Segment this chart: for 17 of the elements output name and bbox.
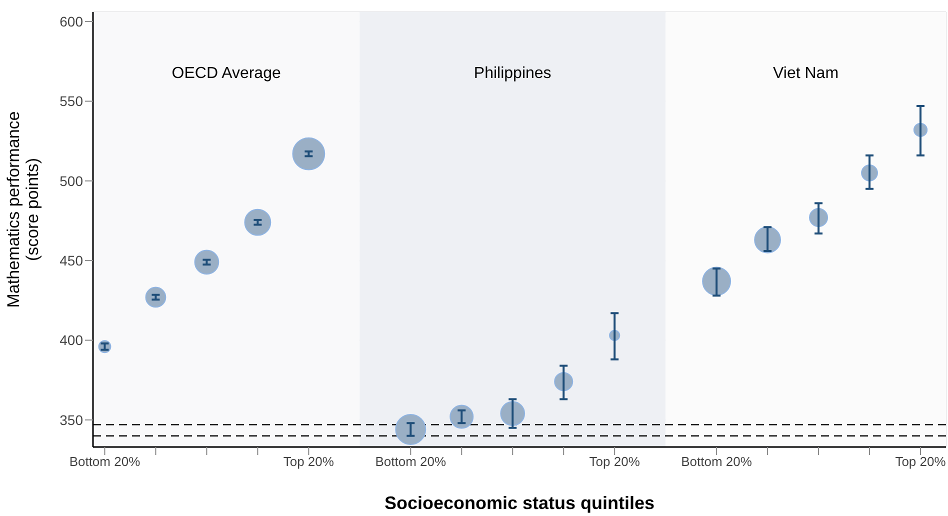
x-tick-label: Top 20% [283, 454, 334, 470]
y-tick-label: 350 [60, 412, 84, 428]
x-tick-label: Top 20% [895, 454, 946, 470]
y-axis-title: Mathematics performance (score points) [4, 111, 42, 308]
x-tick-label: Bottom 20% [69, 454, 141, 470]
annotation: OECD Average [172, 65, 281, 82]
x-tick-label: Bottom 20% [375, 454, 446, 470]
x-tick-label: Top 20% [589, 454, 640, 470]
x-tick-label: Bottom 20% [681, 454, 752, 470]
annotation: Viet Nam [773, 65, 839, 82]
annotation: Philippines [474, 65, 552, 82]
y-tick-label: 400 [60, 332, 84, 348]
x-axis-title: Socioeconomic status quintiles [384, 493, 655, 513]
y-tick-label: 450 [60, 252, 84, 269]
y-tick-label: 600 [60, 14, 84, 30]
y-tick-label: 500 [60, 172, 84, 189]
y-tick-label: 550 [60, 93, 84, 110]
